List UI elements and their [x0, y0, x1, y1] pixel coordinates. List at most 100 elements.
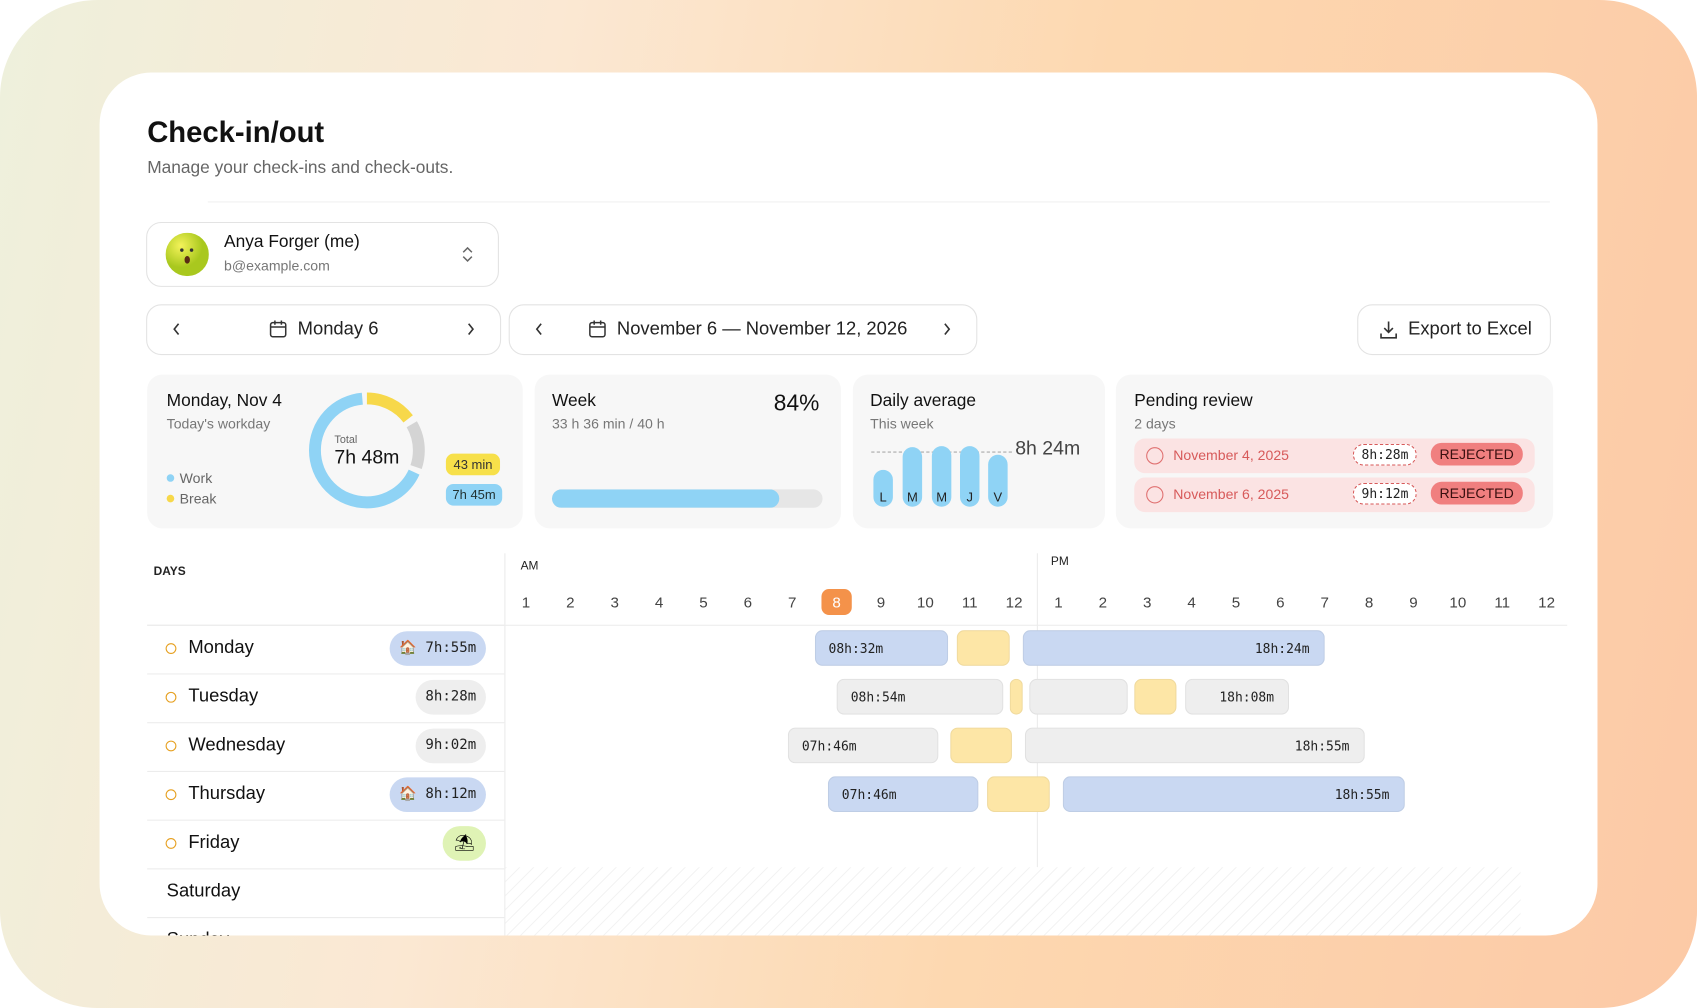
- segment-label: 07h:46m: [801, 738, 857, 754]
- am-label: AM: [520, 559, 539, 573]
- row-divider: [147, 770, 505, 772]
- day-name: Thursday: [188, 782, 266, 804]
- time-segment: [1029, 678, 1128, 715]
- day-label: Monday 6: [297, 318, 379, 339]
- row-divider: [147, 819, 505, 821]
- progress-bar: [551, 489, 780, 508]
- time-segment: 18h:55m: [1025, 727, 1365, 764]
- day-name: Sunday: [167, 929, 229, 935]
- legend-dot: [166, 474, 175, 482]
- prev-day[interactable]: [171, 322, 182, 337]
- time-segment: [987, 776, 1050, 813]
- next-week[interactable]: [942, 322, 953, 337]
- segment-label: 18h:08m: [1219, 689, 1275, 705]
- export-button[interactable]: Export to Excel: [1357, 304, 1551, 356]
- pending-card: Pending review 2 days November 4, 2025 8h…: [1115, 374, 1554, 529]
- total-value: 7h 48m: [334, 446, 400, 468]
- day-name: Tuesday: [188, 685, 259, 706]
- day-bar: V: [988, 454, 1008, 507]
- hour-label: 6: [743, 593, 753, 611]
- info-icon: [1146, 447, 1164, 465]
- day-name: Monday: [188, 636, 254, 658]
- pending-duration: 9h:12m: [1352, 482, 1418, 505]
- status-circle: [165, 740, 177, 752]
- day-letter: L: [879, 489, 887, 505]
- export-label: Export to Excel: [1408, 318, 1532, 339]
- hour-label: 1: [521, 593, 531, 611]
- page-subtitle: Manage your check-ins and check-outs.: [147, 159, 454, 178]
- week-percent: 84%: [773, 390, 820, 416]
- download-icon: [1380, 321, 1397, 339]
- row-divider: [147, 917, 505, 919]
- time-segment: [956, 630, 1010, 666]
- segment-label: 08h:54m: [850, 689, 906, 705]
- divider: [207, 201, 1550, 203]
- legend-label: Work: [179, 469, 213, 487]
- day-name: Friday: [188, 831, 240, 853]
- hour-label: 11: [1494, 593, 1511, 611]
- segment-label: 08h:32m: [828, 640, 884, 657]
- pending-item: November 6, 2025 9h:12m REJECTED: [1134, 477, 1535, 513]
- pm-label: PM: [1050, 555, 1069, 569]
- card-subtitle: This week: [870, 415, 934, 432]
- day-bar: L: [873, 469, 893, 507]
- hour-label: 8: [1364, 593, 1374, 611]
- time-segment: [1009, 678, 1023, 715]
- day-letter: M: [936, 489, 948, 505]
- day-navigator: Monday 6: [146, 304, 502, 356]
- status-badge: REJECTED: [1430, 442, 1523, 466]
- time-segment: [949, 727, 1012, 764]
- today-card: Monday, Nov 4 Today's workday Work Break…: [147, 374, 523, 529]
- hour-label: 5: [1231, 593, 1241, 611]
- avatar: [165, 232, 209, 277]
- hour-label: 3: [610, 593, 619, 611]
- day-bar: M: [902, 447, 923, 507]
- status-circle: [165, 643, 177, 654]
- hour-label: 7: [788, 593, 797, 611]
- card-title: Pending review: [1134, 391, 1253, 411]
- card-subtitle: 2 days: [1134, 415, 1176, 432]
- time-segment: 18h:55m: [1062, 776, 1405, 813]
- hour-label: 5: [699, 593, 708, 611]
- hour-label: 10: [1449, 593, 1467, 611]
- break-badge: 43 min: [445, 453, 501, 476]
- day-total-badge: 9h:02m: [415, 728, 486, 764]
- day-bar: M: [931, 446, 952, 507]
- week-label: November 6 — November 12, 2026: [616, 318, 908, 339]
- daily-card: Daily average This week 8h 24m L M M J V: [852, 374, 1106, 529]
- time-segment: 07h:46m: [787, 727, 939, 764]
- card-subtitle: 33 h 36 min / 40 h: [551, 415, 665, 432]
- pending-date: November 6, 2025: [1173, 486, 1289, 503]
- user-selector[interactable]: Anya Forger (me) b@example.com: [146, 221, 499, 287]
- hour-label: 9: [876, 593, 886, 611]
- hour-label: 4: [654, 593, 664, 611]
- segment-label: 18h:55m: [1294, 738, 1350, 754]
- day-name: Wednesday: [188, 734, 286, 755]
- weekend-hatch: [505, 867, 1521, 936]
- hour-label: 1: [1054, 593, 1063, 611]
- status-circle: [165, 789, 177, 801]
- time-segment: 08h:32m: [814, 630, 948, 666]
- card-title: Week: [551, 391, 596, 411]
- next-day[interactable]: [465, 322, 476, 337]
- hour-label: 9: [1409, 593, 1418, 611]
- hour-label: 3: [1143, 593, 1152, 611]
- row-divider: [147, 624, 505, 626]
- holiday-icon: ⛱: [442, 826, 486, 861]
- calendar-icon: [589, 320, 606, 338]
- row-divider: [147, 868, 505, 870]
- user-email: b@example.com: [224, 257, 330, 274]
- segment-label: 18h:55m: [1334, 787, 1390, 803]
- total-label: Total: [334, 434, 358, 447]
- pending-date: November 4, 2025: [1173, 447, 1289, 464]
- hour-label: 11: [961, 593, 978, 611]
- time-segment: 18h:08m: [1184, 678, 1290, 715]
- card-title: Monday, Nov 4: [166, 391, 282, 411]
- day-total-badge: 🏠 8h:12m: [389, 777, 486, 813]
- progress-track: [551, 489, 823, 508]
- hour-label: 6: [1276, 593, 1285, 611]
- info-icon: [1146, 486, 1164, 504]
- prev-week[interactable]: [534, 322, 545, 337]
